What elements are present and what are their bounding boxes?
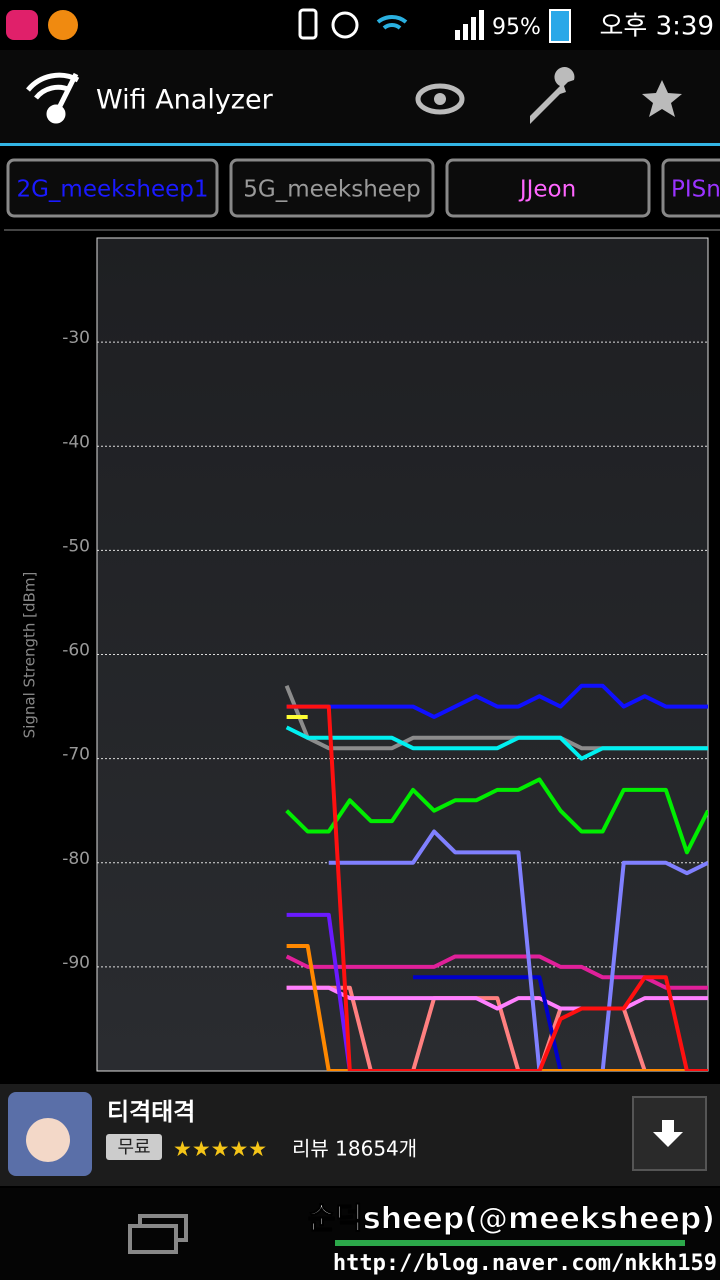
tab-divider <box>4 229 720 231</box>
y-tick-label: -90 <box>62 953 90 973</box>
wifi-icon <box>376 14 408 30</box>
tab[interactable] <box>229 158 435 218</box>
ad-badge-bg <box>106 1134 162 1160</box>
y-tick-label: -70 <box>62 745 90 765</box>
tab[interactable] <box>661 158 720 218</box>
status-bar <box>0 0 720 50</box>
tab-label: 2G_meeksheep1 <box>16 177 208 203</box>
series-line <box>286 683 708 719</box>
y-tick-label: -60 <box>62 641 90 661</box>
app-bar-divider <box>0 143 720 146</box>
ad-reviews: 리뷰 18654개 <box>292 1137 417 1161</box>
settings-button[interactable] <box>530 67 575 124</box>
nav-bar <box>0 1188 720 1280</box>
watermark-bar <box>335 1240 685 1246</box>
series-line <box>286 912 352 1071</box>
alarm-icon <box>331 11 359 39</box>
y-tick-label: -80 <box>62 849 90 869</box>
series-line <box>286 704 708 1071</box>
series-line <box>286 985 708 1011</box>
recent-apps-icon <box>138 1214 188 1242</box>
series-line <box>285 777 708 855</box>
series-line <box>328 829 708 1071</box>
series-line <box>285 725 708 761</box>
y-tick-label: -30 <box>62 328 90 348</box>
tab[interactable] <box>445 158 651 218</box>
battery-icon <box>549 9 571 43</box>
ad-app-icon-face <box>26 1118 70 1162</box>
series-line <box>285 954 708 990</box>
tab-label: 5G_meeksheep <box>243 177 420 203</box>
favorite-button[interactable] <box>642 80 682 117</box>
watermark-url: http://blog.naver.com/nkkh159 <box>333 1251 717 1276</box>
app-logo <box>26 72 80 124</box>
signal-icon <box>455 10 484 40</box>
watermark-name: 순덕sheep(@meeksheep) <box>308 1202 715 1237</box>
ad-badge: 무료 <box>117 1137 150 1158</box>
series-line <box>286 985 708 1071</box>
tab-label: JJeon <box>518 177 576 203</box>
download-icon <box>653 1120 683 1147</box>
ad-rating: ★★★★★ <box>173 1137 267 1161</box>
vibrate-icon <box>298 8 318 40</box>
view-button-pupil <box>434 93 446 105</box>
view-button[interactable] <box>415 83 465 115</box>
tab[interactable] <box>6 158 219 218</box>
app-icon <box>48 10 78 40</box>
carrier-icon <box>6 10 38 40</box>
clock: 오후 3:39 <box>600 12 715 42</box>
recent-apps-button[interactable] <box>128 1224 178 1254</box>
battery-level: 95% <box>492 15 541 40</box>
y-axis-label: Signal Strength [dBm] <box>21 572 39 739</box>
series-line <box>413 975 563 1071</box>
ad-title: 티격태격 <box>107 1098 195 1126</box>
y-tick-label: -50 <box>62 536 90 556</box>
tab-label: PISn <box>671 177 720 203</box>
tab-strip: 2G_meeksheep1 5G_meeksheep JJeon PISn <box>6 158 720 218</box>
app-title: Wifi Analyzer <box>96 85 274 116</box>
app-bar <box>0 50 720 143</box>
y-tick-label: -40 <box>62 432 90 452</box>
